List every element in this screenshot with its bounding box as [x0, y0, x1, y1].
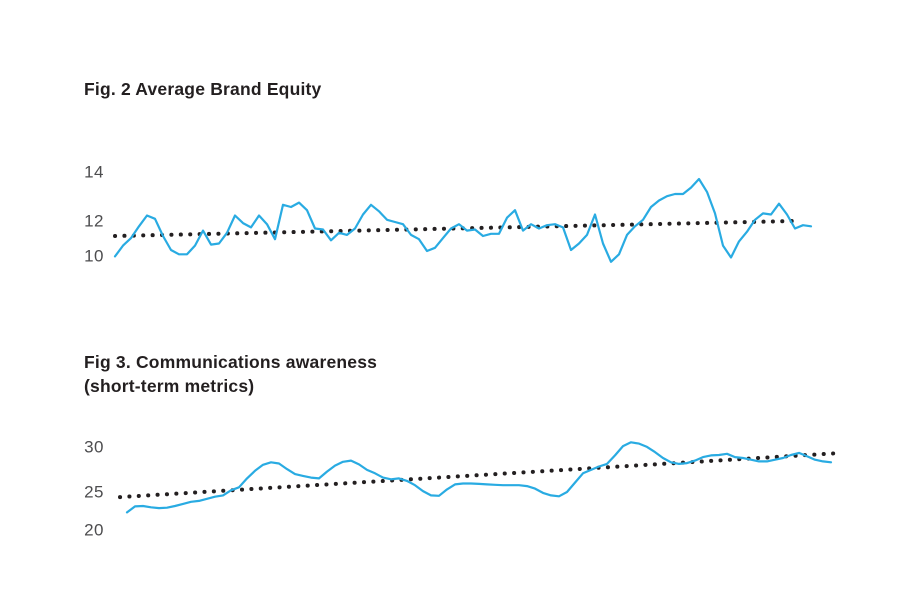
fig3-title: Fig 3. Communications awareness (short-te… [84, 350, 377, 398]
brand-equity-trend [113, 218, 800, 238]
fig2-title: Fig. 2 Average Brand Equity [84, 79, 322, 99]
y-tick-label-chart1-14: 14 [84, 162, 104, 182]
fig3-title-line2: (short-term metrics) [84, 376, 255, 396]
fig3-title-line1: Fig 3. Communications awareness [84, 352, 378, 372]
y-tick-label-chart2-30: 30 [84, 437, 104, 457]
brand-equity-line [113, 177, 813, 263]
comms-awareness-trend [118, 450, 844, 500]
comms-awareness-line [125, 441, 833, 514]
y-tick-label-chart2-25: 25 [84, 482, 104, 502]
y-tick-label-chart1-12: 12 [84, 211, 104, 231]
y-tick-label-chart1-10: 10 [84, 246, 104, 266]
y-tick-label-chart2-20: 20 [84, 520, 104, 540]
